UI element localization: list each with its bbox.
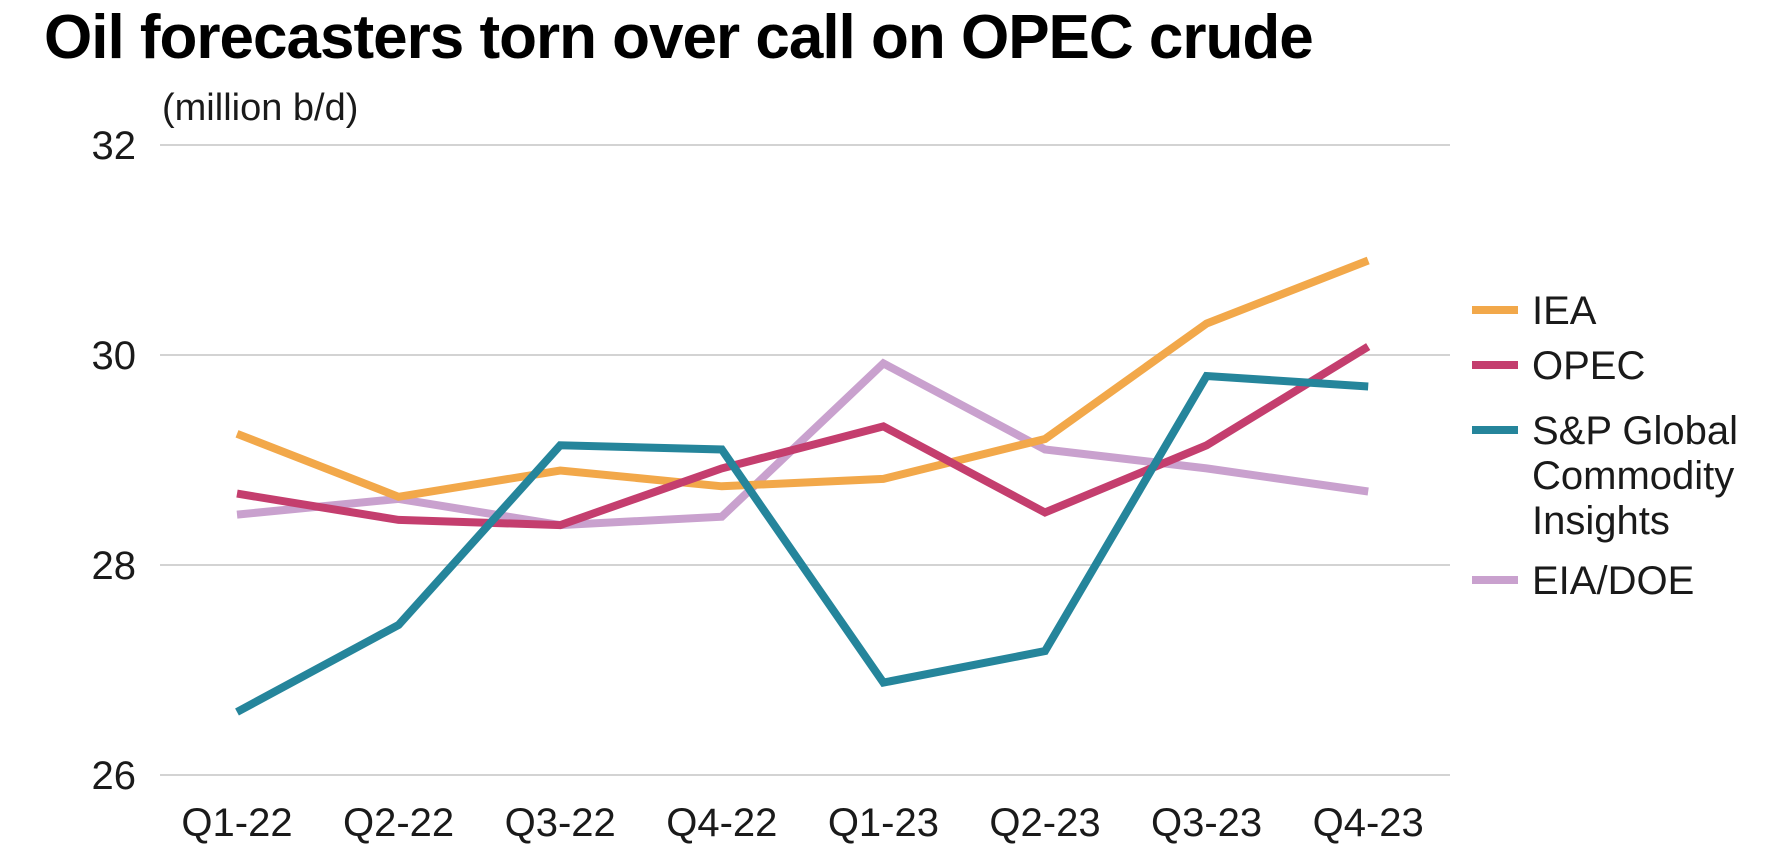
x-tick-label: Q4-22 (666, 801, 777, 845)
x-tick-label: Q1-22 (181, 801, 292, 845)
series-lines (235, 256, 1371, 716)
legend: IEA OPEC S&P Global Commodity Insights EIA/DO… (1472, 289, 1738, 603)
legend-label: IEA (1532, 289, 1597, 333)
gridlines (160, 144, 1450, 776)
series-line-opec (236, 343, 1371, 530)
legend-label: S&P Global Commodity Insights (1532, 409, 1738, 543)
y-tick-label: 28 (92, 544, 137, 588)
x-tick-label: Q3-23 (1151, 801, 1262, 845)
y-tick-label: 26 (92, 754, 137, 798)
series-line-s-p-global-commodity-insights (235, 371, 1369, 716)
legend-label: EIA/DOE (1532, 559, 1694, 603)
y-tick-label: 30 (92, 334, 137, 378)
x-axis-ticks: Q1-22 Q2-22 Q3-22 Q4-22 Q1-23 Q2-23 Q3-23 Q4-23 (181, 801, 1423, 845)
legend-label: OPEC (1532, 344, 1645, 388)
y-axis-ticks: 26 28 30 32 (92, 124, 137, 798)
x-tick-label: Q4-23 (1313, 801, 1424, 845)
series-line-eia-doe (236, 358, 1369, 530)
series-line-iea (235, 256, 1370, 501)
x-tick-label: Q2-22 (343, 801, 454, 845)
x-tick-label: Q2-23 (989, 801, 1100, 845)
x-tick-label: Q3-22 (505, 801, 616, 845)
chart-title: Oil forecasters torn over call on OPEC c… (44, 3, 1314, 72)
y-tick-label: 32 (92, 124, 137, 168)
y-axis-label: (million b/d) (162, 87, 358, 129)
x-tick-label: Q1-23 (828, 801, 939, 845)
